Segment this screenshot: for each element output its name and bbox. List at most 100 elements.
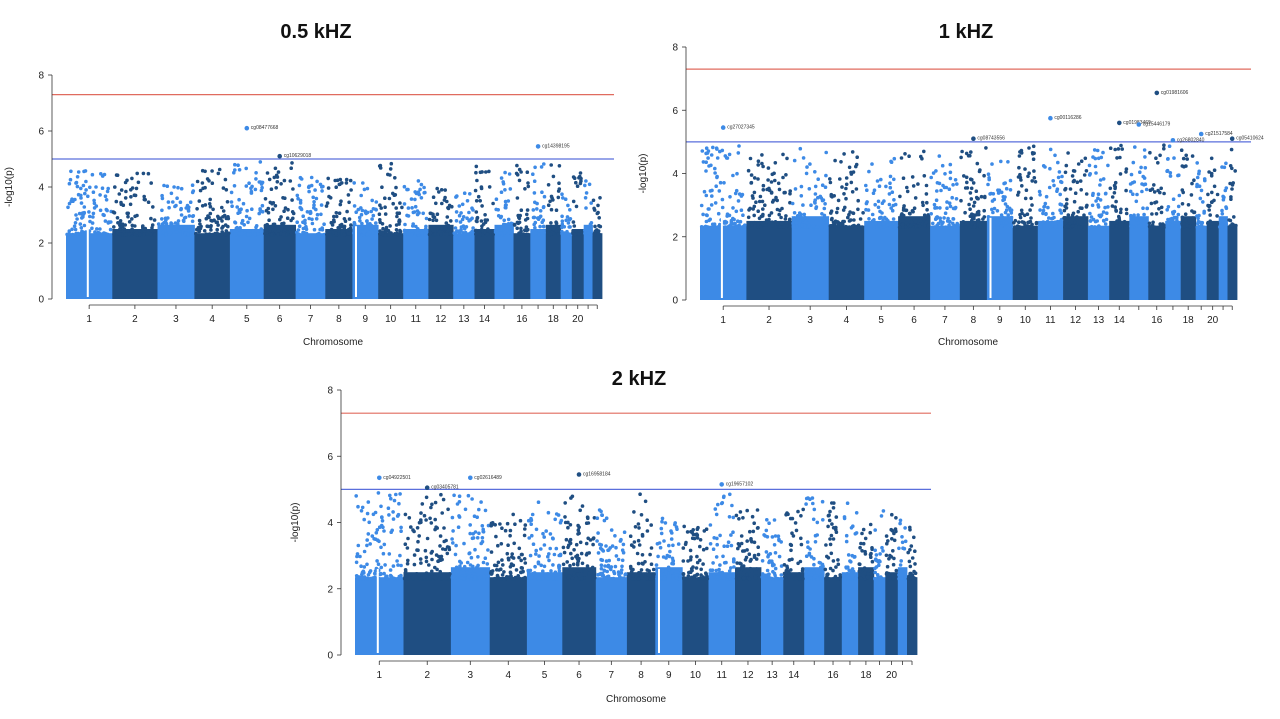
data-point: [748, 529, 752, 534]
data-point: [291, 187, 295, 191]
data-point: [890, 208, 895, 213]
data-point: [1233, 224, 1237, 228]
data-point: [600, 513, 604, 517]
data-point: [721, 554, 725, 559]
data-point: [578, 174, 582, 179]
data-point: [103, 219, 108, 223]
data-point: [903, 526, 907, 530]
x-tick-label: 5: [542, 670, 548, 681]
data-point: [857, 569, 862, 574]
x-tick-label: 13: [458, 314, 470, 325]
data-point: [1059, 203, 1064, 207]
data-point: [1096, 196, 1100, 201]
data-point: [534, 527, 539, 532]
data-point: [960, 223, 965, 227]
data-point: [1089, 215, 1094, 219]
data-point: [363, 210, 368, 215]
data-point: [100, 186, 105, 190]
data-point: [348, 178, 353, 183]
data-point: [922, 174, 927, 178]
data-point: [221, 209, 226, 213]
data-point: [379, 565, 384, 570]
data-point: [455, 194, 459, 198]
data-point: [480, 224, 484, 228]
data-point: [149, 232, 153, 237]
data-point: [565, 215, 570, 219]
data-point: [220, 230, 224, 234]
chromosome-2-point-band: [746, 220, 793, 300]
x-tick-label: 13: [1093, 315, 1105, 326]
data-point: [359, 564, 363, 568]
data-point: [212, 218, 216, 222]
data-point: [595, 211, 600, 216]
data-point: [578, 508, 582, 513]
data-point: [829, 209, 834, 213]
data-point: [807, 187, 812, 191]
data-point: [969, 186, 974, 191]
data-point: [941, 183, 945, 188]
data-point: [523, 187, 527, 191]
data-point: [552, 552, 557, 557]
data-point: [811, 568, 815, 572]
data-point: [532, 179, 537, 183]
data-point: [691, 528, 695, 532]
data-point: [475, 536, 480, 540]
data-point: [772, 518, 777, 522]
data-point: [734, 209, 739, 214]
data-point: [632, 540, 637, 544]
data-point: [1133, 145, 1137, 149]
data-point: [342, 232, 347, 237]
data-point: [947, 201, 952, 205]
data-point: [1221, 194, 1225, 199]
data-point: [67, 181, 72, 186]
data-point: [339, 199, 343, 203]
data-point: [698, 538, 703, 542]
data-point: [761, 183, 766, 188]
chromosome-20-point-band: [1206, 220, 1220, 300]
data-point: [435, 567, 439, 572]
data-point: [249, 191, 254, 195]
data-point: [888, 225, 892, 229]
x-tick-label: 10: [385, 314, 397, 325]
chromosome-18-point-band: [545, 224, 562, 299]
chromosome-8-point-band: [325, 229, 353, 299]
data-point: [494, 534, 498, 539]
data-point: [84, 188, 88, 192]
data-point: [431, 218, 435, 223]
data-point: [389, 496, 393, 501]
data-point: [1044, 194, 1049, 199]
data-point: [509, 224, 514, 228]
data-point: [836, 222, 841, 226]
data-point: [1105, 211, 1109, 215]
data-point: [712, 574, 716, 579]
chromosome-18-point-band: [858, 567, 875, 655]
data-point: [702, 189, 707, 194]
data-point: [1029, 196, 1033, 201]
top-hit-label: cg14398195: [542, 143, 570, 149]
data-point: [651, 575, 656, 580]
data-point: [476, 555, 480, 559]
data-point: [553, 517, 557, 522]
data-point: [254, 171, 258, 175]
data-point: [888, 222, 893, 226]
data-point: [190, 183, 195, 187]
data-point: [533, 564, 537, 569]
data-point: [326, 186, 331, 190]
data-point: [668, 549, 672, 554]
data-point: [884, 184, 888, 189]
data-point: [880, 545, 884, 550]
data-point: [909, 544, 914, 548]
data-point: [576, 559, 581, 563]
data-point: [549, 221, 553, 225]
data-point: [286, 207, 290, 212]
data-point: [360, 221, 364, 226]
data-point: [1017, 154, 1022, 158]
data-point: [533, 226, 537, 230]
data-point: [281, 232, 286, 237]
data-point: [948, 170, 953, 175]
data-point: [520, 566, 524, 570]
data-point: [548, 532, 553, 536]
chromosome-15-point-band: [1129, 216, 1149, 300]
data-point: [130, 217, 134, 221]
chromosome-19-point-band: [560, 233, 573, 299]
